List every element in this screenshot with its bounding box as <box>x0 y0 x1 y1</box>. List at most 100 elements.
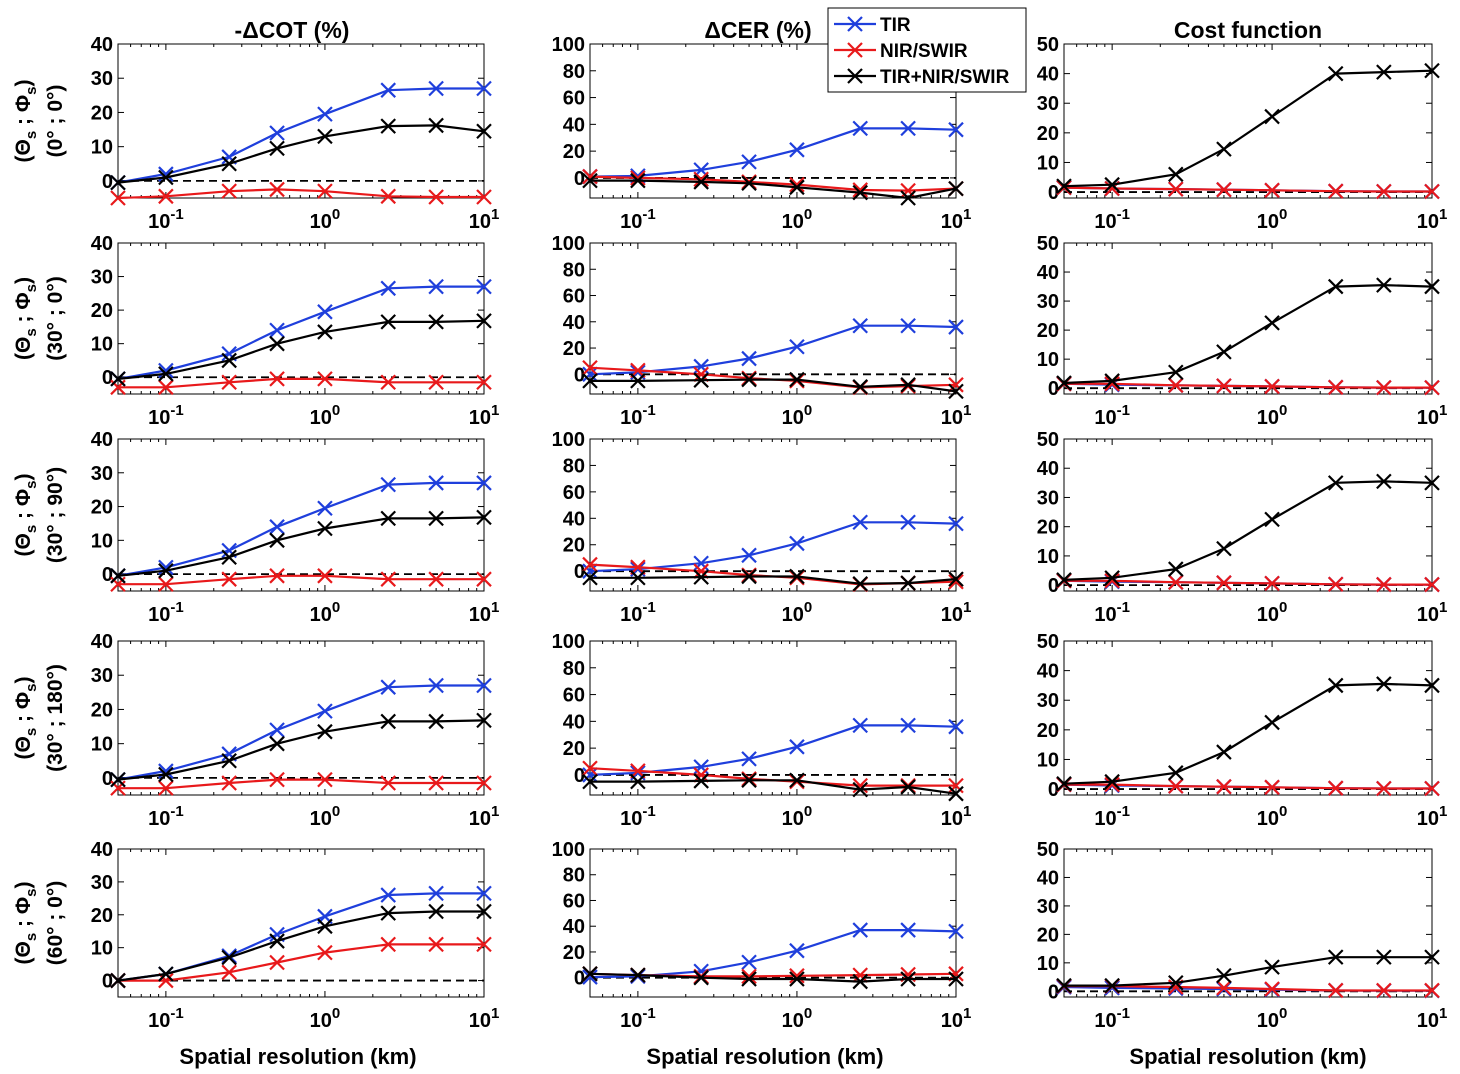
data-point-marker <box>630 170 646 186</box>
series-line-tir-nir-swir <box>117 910 484 982</box>
data-point-marker <box>1424 576 1440 593</box>
data-point-marker <box>476 313 492 329</box>
data-point-marker <box>1216 181 1232 198</box>
data-point-marker <box>1056 178 1072 194</box>
y-tick-label: 10 <box>1037 953 1059 975</box>
data-point-marker <box>741 751 757 767</box>
series-line-tir-nir-swir <box>1063 682 1433 785</box>
data-point-marker <box>852 379 869 395</box>
data-point-marker <box>1327 576 1344 593</box>
data-point-marker <box>428 189 444 205</box>
y-tick-label: 10 <box>1037 152 1059 174</box>
data-point-marker <box>428 571 444 587</box>
y-tick-label: 20 <box>91 102 113 124</box>
data-point-marker <box>1424 475 1440 491</box>
data-point-marker <box>158 366 174 382</box>
series-line-nir-swir <box>589 175 957 192</box>
data-point-marker <box>789 338 805 355</box>
x-tick-label: 101 <box>941 206 972 233</box>
data-point-marker <box>1168 181 1184 197</box>
x-tick-label: 100 <box>310 599 341 626</box>
y-tick-label: 50 <box>1037 34 1059 56</box>
panel-r3-c1: 10-1 100 101 0 20 40 60 80 100 <box>552 631 972 830</box>
y-tick-label: 60 <box>563 890 585 912</box>
row-label-angles: (Θs ; Φs) <box>12 80 40 163</box>
data-point-marker <box>948 319 964 335</box>
data-point-marker <box>476 509 492 526</box>
x-tick-label: 100 <box>310 402 341 429</box>
y-tick-label: 40 <box>1037 867 1059 889</box>
data-point-marker <box>428 374 444 391</box>
data-point-marker <box>1327 982 1344 999</box>
data-point-marker <box>1327 183 1344 199</box>
series-line-tir-nir-swir <box>1063 283 1433 385</box>
data-point-marker <box>110 972 126 989</box>
data-point-marker <box>1376 576 1392 593</box>
data-point-marker <box>1264 714 1280 731</box>
data-point-marker <box>269 140 285 157</box>
data-point-marker <box>789 176 805 193</box>
y-tick-label: 50 <box>1037 233 1059 255</box>
data-point-marker <box>269 519 285 535</box>
y-tick-label: 20 <box>91 905 113 927</box>
data-point-marker <box>1264 779 1280 796</box>
y-tick-label: 80 <box>563 259 585 281</box>
y-tick-label: 40 <box>91 839 113 861</box>
data-point-marker <box>582 767 598 783</box>
x-tick-label: 10-1 <box>1094 803 1130 830</box>
data-point-marker <box>110 371 126 387</box>
data-point-marker <box>1216 141 1232 157</box>
data-point-marker <box>269 125 285 141</box>
data-point-marker <box>1168 377 1184 394</box>
series-line-nir-swir <box>589 563 957 586</box>
data-point-marker <box>317 918 333 935</box>
data-point-marker <box>948 571 964 587</box>
data-point-marker <box>317 723 333 740</box>
data-point-marker <box>852 973 869 990</box>
data-point-marker <box>317 944 333 961</box>
y-tick-label: 20 <box>563 141 585 163</box>
data-point-marker <box>476 677 492 694</box>
data-point-marker <box>693 174 709 190</box>
x-tick-label: 101 <box>941 803 972 830</box>
y-tick-label: 20 <box>1037 517 1059 539</box>
data-point-marker <box>221 775 237 791</box>
data-point-marker <box>789 535 805 552</box>
x-tick-label: 10-1 <box>1094 402 1130 429</box>
y-tick-label: 0 <box>574 968 585 990</box>
y-tick-label: 40 <box>563 312 585 334</box>
y-tick-label: 100 <box>552 34 585 56</box>
data-point-marker <box>317 183 333 199</box>
x-axis-label: Spatial resolution (km) <box>179 1044 416 1069</box>
row-label-values: (30° ; 90°) <box>44 467 67 563</box>
x-tick-label: 10-1 <box>620 206 656 233</box>
data-point-marker <box>852 575 869 592</box>
y-tick-label: 30 <box>91 872 113 894</box>
data-point-marker <box>1216 744 1232 760</box>
x-tick-label: 100 <box>1257 402 1288 429</box>
data-point-marker <box>380 188 397 205</box>
y-tick-label: 80 <box>563 455 585 477</box>
data-point-marker <box>1264 108 1280 125</box>
data-point-marker <box>158 379 174 396</box>
y-tick-label: 30 <box>1037 487 1059 509</box>
x-tick-label: 10-1 <box>620 1005 656 1032</box>
series-line-tir-nir-swir <box>1064 956 1432 987</box>
y-tick-label: 10 <box>1037 349 1059 371</box>
data-point-marker <box>317 128 333 145</box>
data-point-marker <box>789 179 805 196</box>
data-point-marker <box>1376 379 1392 396</box>
data-point-marker <box>269 771 285 788</box>
data-point-marker <box>582 760 598 776</box>
x-tick-label: 100 <box>1257 803 1288 830</box>
data-point-marker <box>789 772 805 789</box>
series-line-tir <box>117 87 484 184</box>
data-point-marker <box>269 722 285 738</box>
series-line-tir-nir-swir <box>1063 69 1433 188</box>
data-point-marker <box>380 713 397 730</box>
data-point-marker <box>317 703 333 719</box>
